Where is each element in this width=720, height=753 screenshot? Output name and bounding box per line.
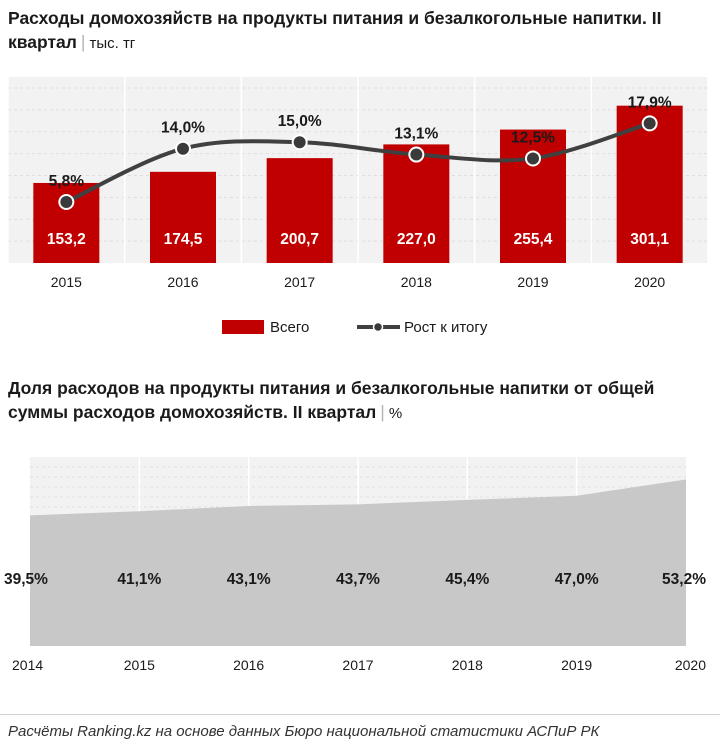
share-area — [30, 479, 686, 646]
growth-label-2015: 5,8% — [49, 173, 85, 190]
share-label-2020: 53,2% — [662, 571, 706, 588]
growth-point-2017 — [291, 134, 308, 151]
bar-value-label-2020: 301,1 — [630, 231, 669, 248]
top-chart-title-separator: | — [80, 32, 86, 52]
bottom-chart-title-text: Доля расходов на продукты питания и беза… — [8, 378, 655, 422]
x-tick-label-2018: 2018 — [401, 274, 432, 290]
legend-label-line: Рост к итогу — [404, 319, 488, 336]
growth-point-2018 — [408, 146, 425, 163]
share-label-2018: 45,4% — [445, 571, 489, 588]
bar-2018 — [383, 144, 450, 263]
share-label-2016: 43,1% — [227, 571, 271, 588]
x-tick-label-2014: 2014 — [12, 657, 43, 673]
expenditure-bar-line-chart: 153,2 2015 174,5 2016 200,7 2017 227,0 2018 255,… — [7, 77, 709, 336]
bar-value-label-2018: 227,0 — [397, 231, 436, 248]
bottom-chart-unit: % — [388, 405, 403, 422]
growth-point-2015 — [58, 194, 75, 210]
share-label-2015: 41,1% — [117, 571, 161, 588]
x-tick-label-2019: 2019 — [561, 657, 592, 673]
bar-value-label-2016: 174,5 — [164, 231, 203, 248]
growth-label-2017: 15,0% — [278, 113, 322, 130]
legend-swatch-bars — [222, 320, 264, 334]
footer: Расчёты Ranking.kz на основе данных Бюро… — [0, 714, 720, 753]
x-tick-label-2018: 2018 — [452, 657, 483, 673]
bottom-chart-title-separator: | — [380, 402, 385, 422]
growth-label-2016: 14,0% — [161, 120, 205, 137]
source-note: Расчёты Ranking.kz на основе данных Бюро… — [8, 723, 600, 740]
x-tick-label-2017: 2017 — [284, 274, 315, 290]
growth-line — [65, 121, 651, 204]
share-label-2017: 43,7% — [336, 571, 380, 588]
bar-value-label-2015: 153,2 — [47, 231, 86, 248]
x-tick-label-2020: 2020 — [675, 657, 706, 673]
growth-point-2016 — [175, 140, 191, 157]
bar-value-label-2017: 200,7 — [280, 231, 319, 248]
x-tick-label-2015: 2015 — [51, 274, 82, 290]
bar-2016 — [150, 171, 216, 263]
x-tick-label-2020: 2020 — [634, 274, 665, 290]
x-tick-label-2016: 2016 — [167, 274, 198, 290]
x-tick-label-2015: 2015 — [124, 657, 155, 673]
x-tick-label-2019: 2019 — [517, 274, 548, 290]
bottom-chart-title: Доля расходов на продукты питания и беза… — [8, 376, 712, 426]
top-chart-unit: тыс. тг — [89, 35, 136, 52]
growth-label-2019: 12,5% — [511, 129, 555, 146]
share-label-2014: 39,5% — [4, 571, 48, 588]
growth-label-2020: 17,9% — [628, 94, 672, 111]
x-tick-label-2016: 2016 — [233, 657, 264, 673]
legend-swatch-marker — [372, 321, 384, 333]
top-chart-title-text: Расходы домохозяйств на продукты питания… — [8, 8, 662, 52]
bar-value-label-2019: 255,4 — [514, 231, 553, 248]
x-tick-label-2017: 2017 — [342, 657, 373, 673]
growth-point-2020 — [641, 115, 658, 132]
growth-point-2019 — [525, 150, 541, 167]
growth-label-2018: 13,1% — [394, 126, 438, 143]
share-label-2019: 47,0% — [555, 571, 599, 588]
food-share-area-chart: 39,5% 2014 41,1% 2015 43,1% 2016 43,7% 2017 45,4… — [4, 457, 706, 673]
bar-2017 — [266, 158, 333, 263]
legend-label-bars: Всего — [270, 319, 309, 336]
top-chart-title: Расходы домохозяйств на продукты питания… — [8, 6, 712, 56]
